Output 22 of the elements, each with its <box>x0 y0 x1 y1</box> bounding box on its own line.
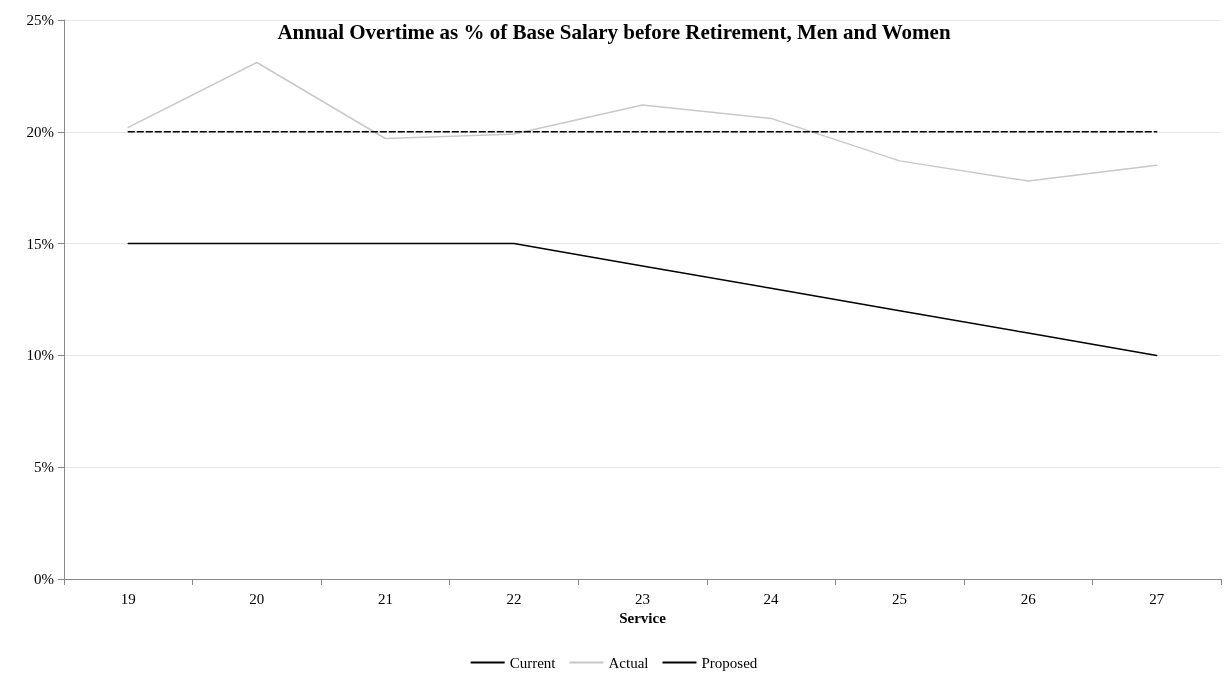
y-tick-label: 5% <box>34 459 54 476</box>
x-tick-label: 27 <box>1149 590 1165 607</box>
x-tick-label: 23 <box>635 590 650 607</box>
x-tick-label: 22 <box>506 590 522 607</box>
legend-label: Current <box>509 654 557 671</box>
x-tick-label: 19 <box>120 590 136 607</box>
y-tick-label: 15% <box>26 235 54 252</box>
x-tick-label: 21 <box>377 590 393 607</box>
x-tick-label: 25 <box>892 590 908 607</box>
line-series <box>127 242 1158 357</box>
legend-label: Actual <box>608 654 649 671</box>
y-tick-label: 25% <box>26 12 54 28</box>
x-axis-title: Service <box>619 610 667 627</box>
x-tick-label: 26 <box>1020 590 1037 607</box>
y-tick-label: 20% <box>26 123 54 140</box>
line-series <box>127 61 1158 182</box>
x-tick-label: 24 <box>763 590 780 607</box>
legend-label: Proposed <box>701 654 758 671</box>
x-tick-label: 20 <box>249 590 265 607</box>
y-tick-label: 0% <box>34 571 54 587</box>
y-tick-label: 10% <box>26 347 54 364</box>
chart-title: Annual Overtime as % of Base Salary before Retirement, Men and Women <box>277 19 951 44</box>
